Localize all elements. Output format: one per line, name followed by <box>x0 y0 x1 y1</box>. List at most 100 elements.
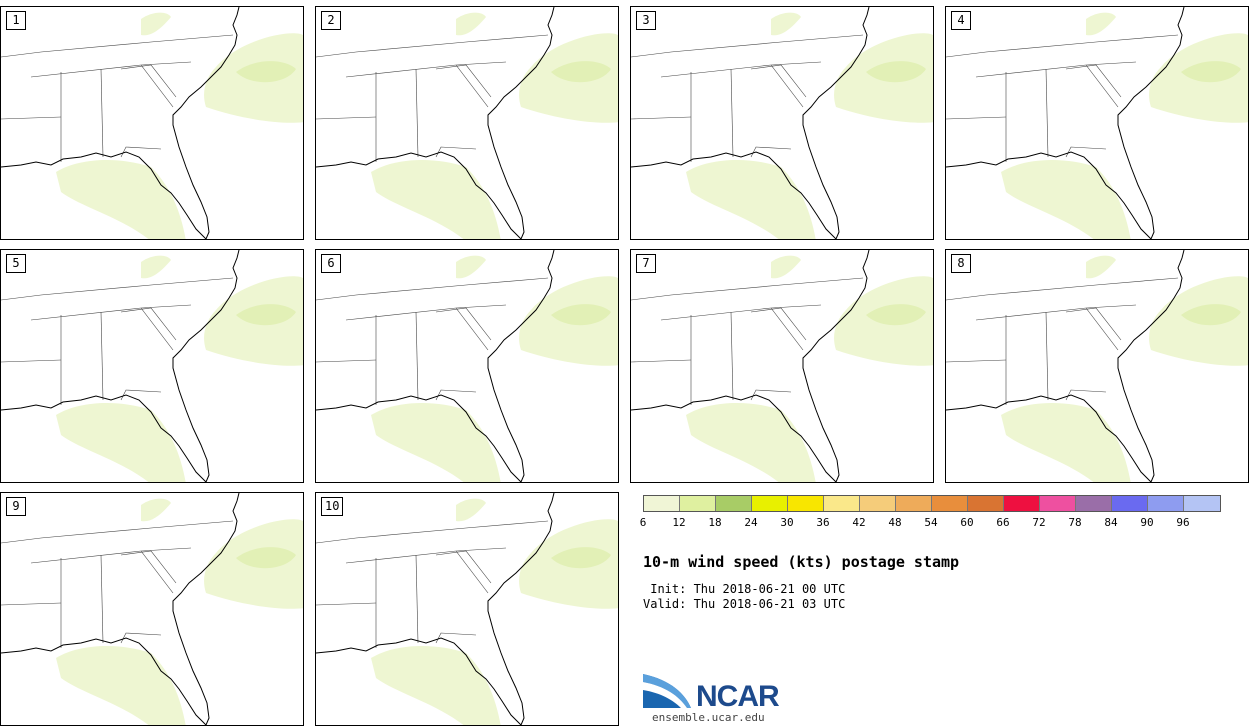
wind-shading <box>236 61 296 83</box>
state-border <box>355 520 549 539</box>
wind-shading <box>456 498 486 522</box>
wind-shading <box>1181 61 1241 83</box>
colorbar-tick-label: 66 <box>996 516 1010 529</box>
state-border <box>355 277 549 296</box>
wind-shading <box>1181 304 1241 326</box>
member-panel-6: 6 <box>315 249 619 483</box>
state-border <box>946 294 987 301</box>
state-border <box>100 554 104 644</box>
colorbar-box <box>680 496 716 511</box>
coastline <box>1 493 240 725</box>
wind-shading <box>551 547 611 569</box>
state-border <box>946 359 1007 363</box>
member-label: 10 <box>321 497 344 516</box>
wind-shading <box>1086 255 1116 279</box>
colorbar-tick-label: 84 <box>1104 516 1118 529</box>
colorbar-tick-label: 72 <box>1032 516 1046 529</box>
state-border <box>140 307 174 351</box>
state-border <box>631 116 692 120</box>
colorbar-tick-label: 18 <box>708 516 722 529</box>
state-border <box>435 64 492 98</box>
colorbar-box <box>1004 496 1040 511</box>
state-border <box>750 307 807 341</box>
state-border <box>100 68 104 158</box>
basemap <box>1 493 303 725</box>
member-panel-2: 2 <box>315 6 619 240</box>
state-border <box>975 304 1137 321</box>
colorbar-tick-label: 6 <box>639 516 647 529</box>
state-border <box>120 632 162 644</box>
colorbar-box <box>860 496 896 511</box>
state-border <box>316 537 357 544</box>
state-border <box>140 550 174 594</box>
state-border <box>316 294 357 301</box>
state-border <box>1 359 62 363</box>
state-border <box>1 116 62 120</box>
wind-shading <box>551 304 611 326</box>
colorbar-tick-label: 42 <box>852 516 866 529</box>
state-border <box>435 146 477 158</box>
wind-shading <box>236 547 296 569</box>
wind-shading <box>1001 160 1131 239</box>
state-border <box>770 307 804 351</box>
state-border <box>345 304 507 321</box>
member-panel-8: 8 <box>945 249 1249 483</box>
state-border <box>750 64 807 98</box>
state-border <box>946 116 1007 120</box>
colorbar-tick-label: 12 <box>672 516 686 529</box>
basemap <box>631 250 933 482</box>
colorbar-tick-label: 24 <box>744 516 758 529</box>
member-label: 9 <box>6 497 26 516</box>
colorbar-box <box>1040 496 1076 511</box>
colorbar-box <box>968 496 1004 511</box>
state-border <box>1065 64 1122 98</box>
colorbar-tick-label: 78 <box>1068 516 1082 529</box>
wind-shading <box>371 403 501 482</box>
colorbar-box <box>752 496 788 511</box>
state-border <box>631 294 672 301</box>
wind-shading <box>456 12 486 36</box>
state-border <box>1 51 42 58</box>
colorbar-box <box>932 496 968 511</box>
wind-shading <box>686 403 816 482</box>
state-border <box>660 61 822 78</box>
wind-shading <box>141 255 171 279</box>
colorbar-box <box>716 496 752 511</box>
state-border <box>730 311 734 401</box>
wind-shading <box>141 12 171 36</box>
member-panel-4: 4 <box>945 6 1249 240</box>
basemap <box>316 7 618 239</box>
basemap <box>946 7 1248 239</box>
wind-shading <box>686 160 816 239</box>
member-panel-5: 5 <box>0 249 304 483</box>
ncar-logo: NCAR ensemble.ucar.edu <box>641 672 791 724</box>
colorbar-box <box>1184 496 1220 511</box>
basemap <box>316 493 618 725</box>
wind-shading <box>141 498 171 522</box>
state-border <box>120 389 162 401</box>
state-border <box>660 304 822 321</box>
basemap <box>1 250 303 482</box>
basemap <box>1 7 303 239</box>
coastline <box>631 250 870 482</box>
coastline <box>631 7 870 239</box>
state-border <box>455 307 489 351</box>
logo-url: ensemble.ucar.edu <box>652 711 765 724</box>
wind-shading <box>56 403 186 482</box>
coastline <box>1 250 240 482</box>
state-border <box>30 61 192 78</box>
state-border <box>30 304 192 321</box>
state-border <box>435 389 477 401</box>
state-border <box>415 554 419 644</box>
wind-shading <box>371 646 501 725</box>
member-panel-7: 7 <box>630 249 934 483</box>
state-border <box>140 64 174 108</box>
state-border <box>1085 64 1119 108</box>
member-label: 6 <box>321 254 341 273</box>
colorbar-tick-label: 36 <box>816 516 830 529</box>
state-border <box>455 550 489 594</box>
state-border <box>355 34 549 53</box>
wind-shading <box>236 304 296 326</box>
wind-shading <box>771 255 801 279</box>
plot-title: 10-m wind speed (kts) postage stamp <box>643 553 960 571</box>
